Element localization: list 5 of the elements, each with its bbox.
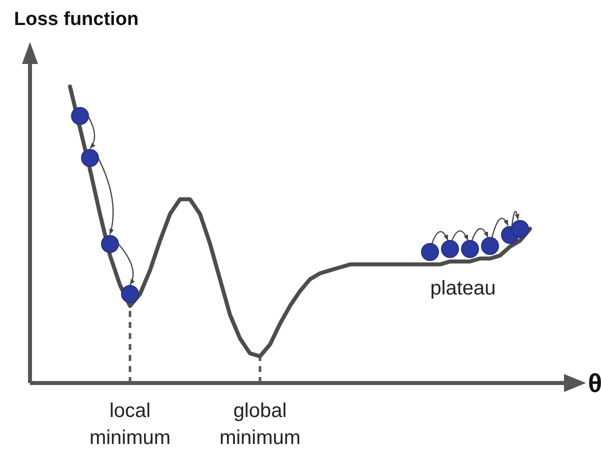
x-axis-title: θ [588,368,601,398]
y-axis-title: Loss function [14,9,139,30]
annotation: plateau [430,277,496,300]
annotation: local minimum [89,400,171,449]
annotation: global minimum [219,400,301,449]
